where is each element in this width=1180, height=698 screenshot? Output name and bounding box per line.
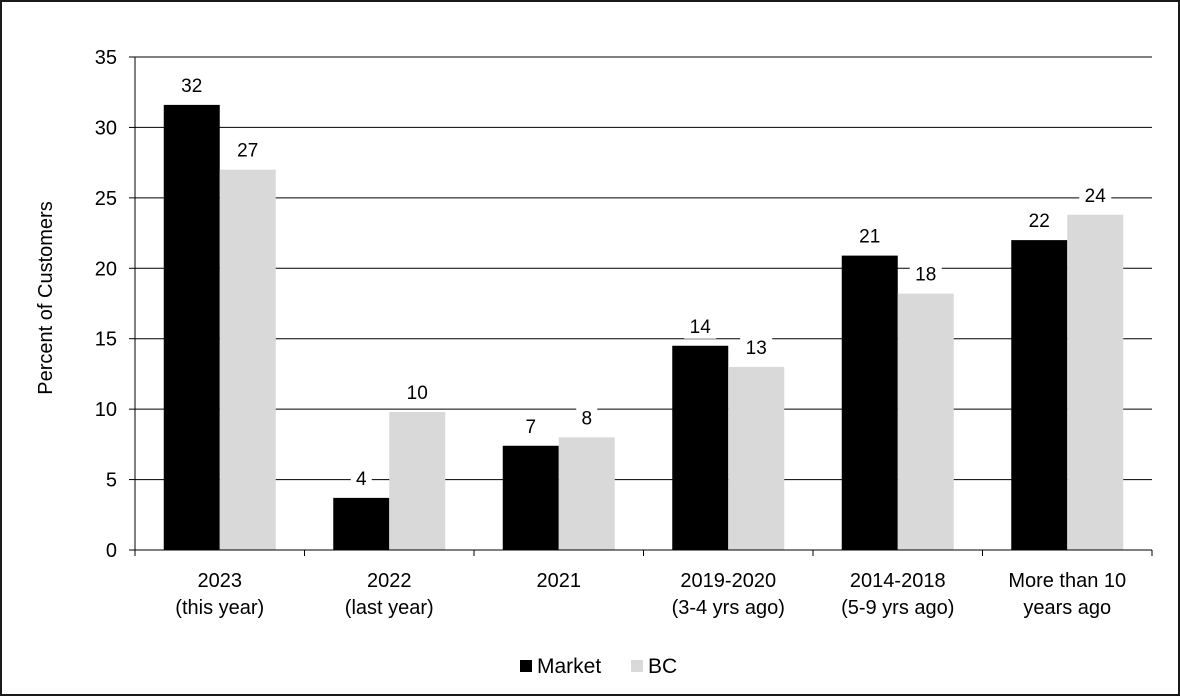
- bar-bc: [558, 437, 615, 550]
- y-tick-label: 10: [95, 399, 117, 421]
- y-tick-label: 30: [95, 117, 117, 139]
- legend-swatch-market: [520, 660, 532, 672]
- x-category-label: 2023: [198, 570, 243, 592]
- data-label-bg: [684, 314, 717, 339]
- bar-market: [672, 345, 729, 550]
- data-label: 27: [237, 141, 258, 162]
- data-label-bg: [175, 73, 208, 98]
- bar-bc: [219, 169, 276, 550]
- x-category-label: (this year): [175, 597, 264, 619]
- bar-market: [1011, 240, 1068, 550]
- legend: Market BC: [520, 655, 677, 678]
- data-label: 14: [690, 317, 712, 338]
- data-label-bg: [1079, 183, 1112, 208]
- data-label-bg: [909, 262, 942, 287]
- x-category-label: 2019-2020: [680, 570, 776, 592]
- x-category-label: (last year): [345, 597, 434, 619]
- data-label: 10: [407, 383, 428, 404]
- y-tick-label: 20: [95, 258, 117, 280]
- bar-bc: [897, 293, 954, 550]
- data-label-bg: [401, 380, 434, 405]
- legend-swatch-bc: [631, 660, 643, 672]
- y-axis-title: Percent of Customers: [35, 201, 57, 394]
- data-label-bg: [1023, 209, 1056, 234]
- data-label-bg: [853, 224, 886, 249]
- y-tick-label: 35: [95, 47, 117, 69]
- axes: 0 5 10 15 20 25 30 35 2023 (this year) 2022 (last y…: [95, 47, 1153, 619]
- data-label-bg: [576, 406, 598, 431]
- data-label: 21: [859, 227, 880, 248]
- bars: [163, 104, 1124, 551]
- y-tick-label: 5: [106, 470, 117, 492]
- x-category-label: 2022: [367, 570, 412, 592]
- bar-market: [502, 445, 559, 550]
- data-label: 8: [581, 408, 592, 429]
- data-label: 22: [1029, 211, 1050, 232]
- data-label: 7: [525, 417, 536, 438]
- x-category-label: (5-9 yrs ago): [841, 597, 954, 619]
- legend-label-bc: BC: [648, 655, 677, 678]
- x-category-label: 2014-2018: [850, 570, 946, 592]
- x-category-label: 2021: [537, 570, 582, 592]
- bar-market: [333, 497, 390, 550]
- y-tick-label: 15: [95, 329, 117, 351]
- data-labels: 32 4 7 14 21 22 27 10 8 13 18 24: [175, 73, 1112, 491]
- data-label: 32: [181, 76, 202, 97]
- x-category-label: More than 10: [1008, 570, 1126, 592]
- y-tick-label: 25: [95, 188, 117, 210]
- data-label-bg: [740, 335, 773, 360]
- data-label: 24: [1085, 186, 1107, 207]
- data-label: 13: [746, 338, 767, 359]
- y-tick-label: 0: [106, 540, 117, 562]
- data-label: 18: [915, 265, 936, 286]
- x-category-label: years ago: [1023, 597, 1111, 619]
- bar-market: [163, 104, 220, 551]
- bar-bc: [728, 366, 785, 550]
- data-label-bg: [231, 138, 264, 163]
- legend-label-market: Market: [537, 655, 601, 678]
- bar-market: [841, 255, 898, 550]
- x-category-label: (3-4 yrs ago): [672, 597, 785, 619]
- bar-bc: [1067, 214, 1124, 550]
- gridlines: [135, 56, 1152, 481]
- data-label-bg: [350, 466, 372, 491]
- data-label: 4: [356, 469, 367, 490]
- data-label-bg: [520, 414, 542, 439]
- bar-bc: [389, 411, 446, 550]
